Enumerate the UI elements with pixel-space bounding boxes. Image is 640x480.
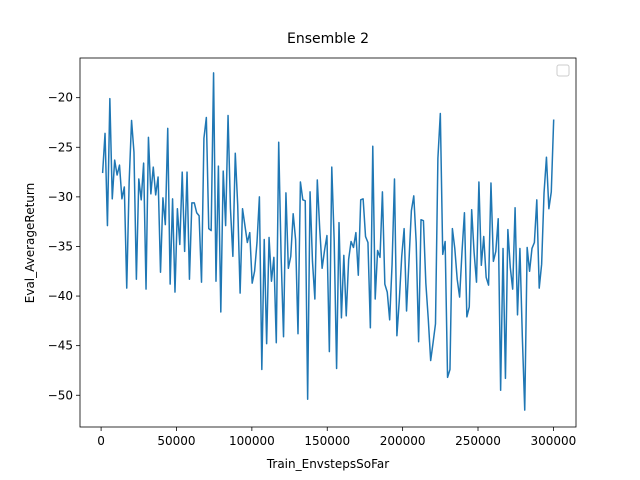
y-axis-label: Eval_AverageReturn bbox=[23, 183, 37, 303]
x-tick-label: 200000 bbox=[380, 434, 426, 448]
x-axis-label: Train_EnvstepsSoFar bbox=[266, 457, 389, 471]
y-tick-label: −25 bbox=[48, 140, 73, 154]
y-tick-label: −45 bbox=[48, 339, 73, 353]
legend-box bbox=[556, 64, 570, 77]
y-tick-label: −50 bbox=[48, 388, 73, 402]
data-line bbox=[101, 72, 555, 411]
x-tick-label: 0 bbox=[97, 434, 105, 448]
chart-title: Ensemble 2 bbox=[287, 31, 369, 47]
y-tick-label: −30 bbox=[48, 190, 73, 204]
y-tick-label: −40 bbox=[48, 289, 73, 303]
x-tick-label: 150000 bbox=[304, 434, 350, 448]
y-tick-label: −20 bbox=[48, 91, 73, 105]
axes-frame bbox=[79, 57, 577, 428]
x-tick-label: 50000 bbox=[157, 434, 195, 448]
plot-area: 0 50000 100000 150000 200000 250000 300000 −50 −… bbox=[48, 72, 576, 448]
y-tick-label: −35 bbox=[48, 239, 73, 253]
x-tick-label: 100000 bbox=[229, 434, 275, 448]
x-tick-label: 300000 bbox=[530, 434, 576, 448]
x-tick-label: 250000 bbox=[455, 434, 501, 448]
